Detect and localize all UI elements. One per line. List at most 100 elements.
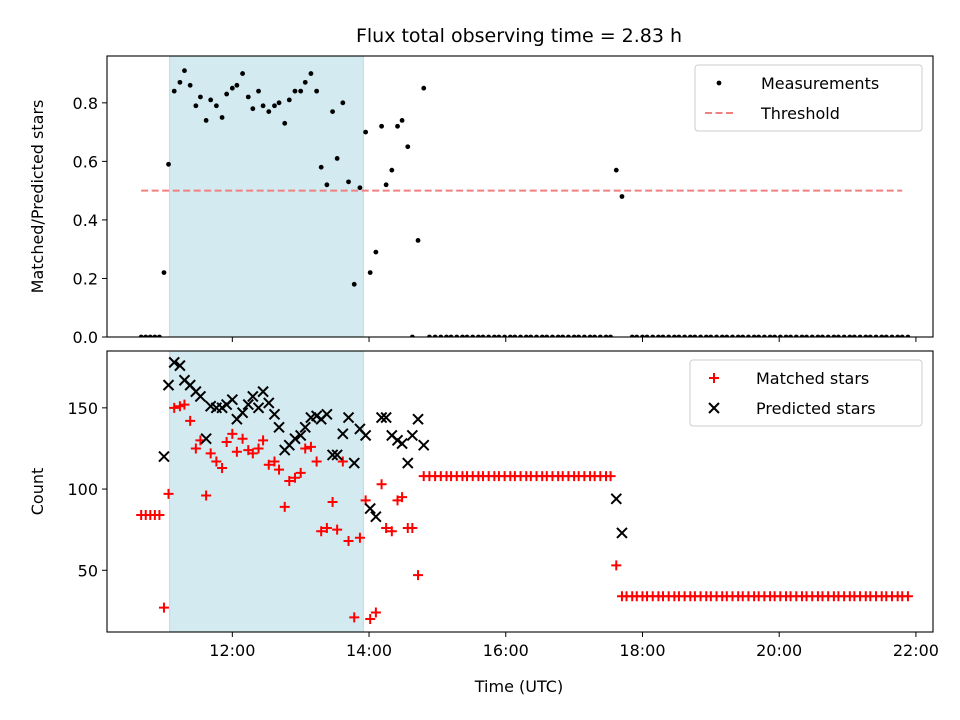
measurements-point [799,334,805,337]
matched-stars-point [381,523,392,534]
matched-stars-point [289,472,300,483]
count-panel: 50 100 150 12:00 14:00 16:00 18:00 20:00 22:00 Co… [28,350,939,660]
measurements-point [229,85,235,91]
measurements-point [464,334,470,337]
predicted-stars-point [342,411,355,424]
matched-stars-point [386,526,397,537]
y-axis-label: Matched/Predicted stars [28,100,47,294]
matched-stars-point [217,462,228,473]
measurements-point [480,334,486,337]
y-tick-label: 0.8 [73,94,98,113]
matched-stars-point [253,443,264,454]
measurements-point [476,334,481,337]
measurements-point [746,334,751,337]
measurements-point [421,85,427,91]
measurements-point [302,79,308,85]
measurements-point [660,334,666,337]
measurements-point [708,334,714,337]
measurements-point [719,334,725,337]
measurements-point [187,82,193,88]
predicted-stars-point [610,493,622,505]
matched-stars-point [247,448,258,459]
measurements-point [644,334,650,337]
predicted-stars-point [294,429,307,442]
measurements-point [383,182,389,188]
legend-box [689,359,923,427]
legend-box [694,64,923,132]
measurements-point [523,334,529,337]
predicted-stars-point [616,527,628,539]
legend-predicted-swatch [708,402,720,414]
matched-stars-point [158,602,169,613]
measurements-point [863,334,869,337]
predicted-stars-point [359,429,372,442]
predicted-stars-point [194,390,207,403]
measurements-point [820,334,825,337]
predicted-stars-point [200,433,212,445]
measurements-point [292,88,298,94]
measurements-point [740,334,746,337]
axes-frame [106,350,934,633]
measurements-point [240,71,245,76]
measurements-point [166,161,171,167]
measurements-point [219,115,225,120]
matched-stars-point [231,446,242,457]
matched-stars-point [185,415,196,426]
measurements-point [597,334,603,337]
measurements-point [395,123,400,129]
measurements-point [389,167,395,173]
axes-frame [106,55,934,338]
measurements-point [193,103,199,109]
x-tick-label: 14:00 [346,641,392,660]
measurements-point [224,91,230,97]
predicted-stars-point [263,397,275,409]
measurements-point [761,334,767,337]
measurements-point [873,334,879,337]
measurements-point [751,334,757,337]
matched-stars-point [163,488,174,499]
measurements-point [198,94,203,100]
predicted-stars-point [299,421,311,434]
measurements-point [454,334,460,337]
measurements-point [260,103,266,109]
measurements-point [724,334,730,337]
matched-stars-point [201,490,212,501]
matched-stars-point [311,456,322,467]
y-axis-label: Count [28,468,47,516]
matched-stars-point [169,402,180,413]
measurements-point [171,88,177,94]
measurements-point [213,103,219,109]
legend-label: Measurements [761,74,879,93]
measurements-point [438,334,444,337]
y-tick-label: 0.4 [73,211,98,230]
predicted-stars-point [375,411,388,424]
measurements-point [809,334,815,337]
measurements-point [767,334,773,337]
measurements-point [566,334,571,337]
measurements-point [528,334,534,337]
legend: Measurements Threshold [694,64,923,132]
measurements-point [266,109,272,115]
measurements-point [177,79,183,85]
matched-stars-point [205,448,216,459]
predicted-stars-point [337,428,349,440]
measurements-point [308,71,314,76]
matched-stars-point [300,443,311,454]
measurements-point [373,249,379,255]
measurements-point [256,88,261,94]
measurements-point [676,334,682,337]
measurements-point [415,238,421,243]
measurements-point [836,334,841,337]
measurements-point [777,334,783,337]
measurements-point [687,334,693,337]
measurements-point [534,334,539,337]
measurements-point [379,123,384,129]
matched-stars-point [269,456,280,467]
matched-stars-point [605,471,616,482]
y-tick-label: 100 [67,480,98,499]
matched-stars-point [413,570,424,581]
matched-stars-point [295,467,306,478]
measurements-point [815,334,821,337]
predicted-stars-point [418,439,430,451]
measurements-point [351,281,357,287]
